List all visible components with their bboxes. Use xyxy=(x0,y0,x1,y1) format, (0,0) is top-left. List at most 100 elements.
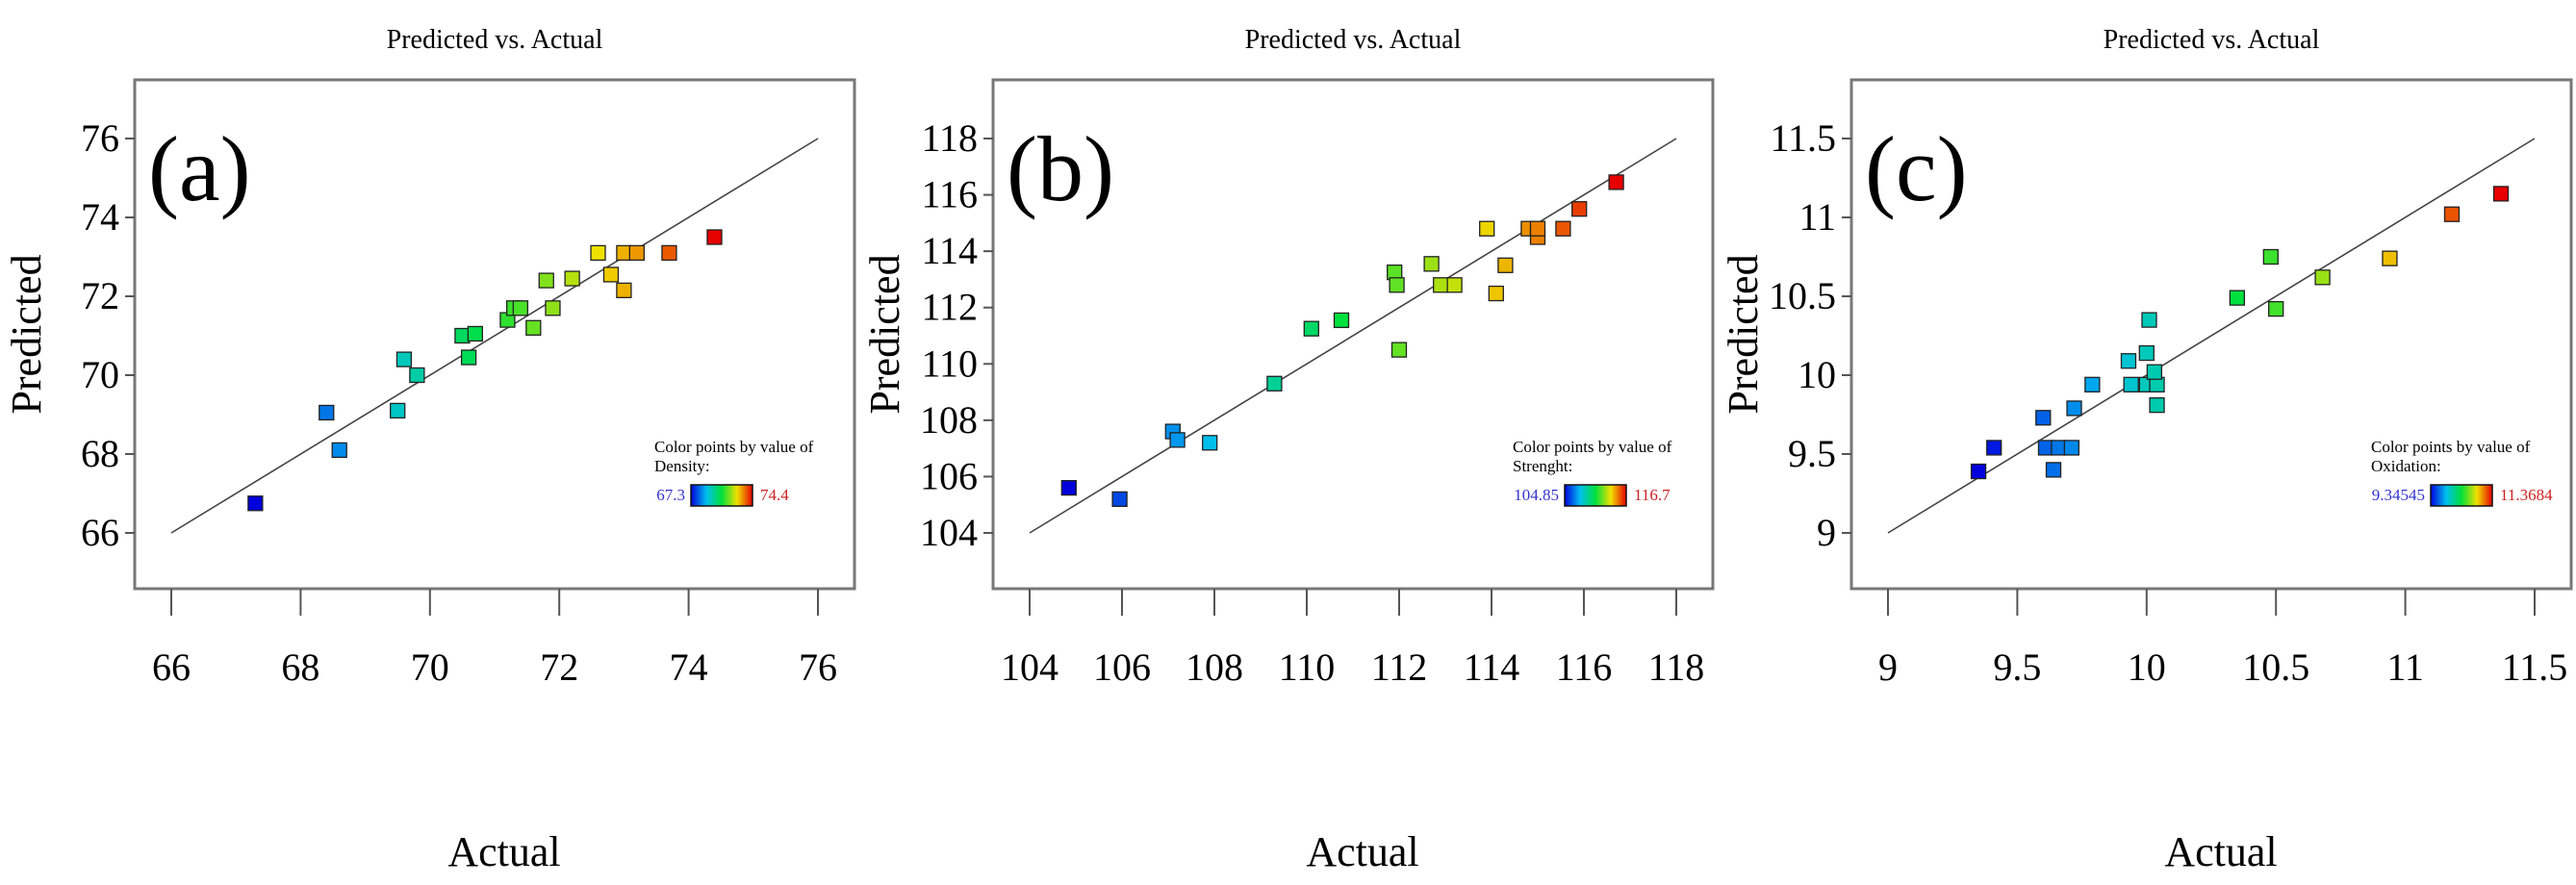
data-point xyxy=(2229,290,2246,306)
data-point xyxy=(409,367,425,384)
x-tick-label: 110 xyxy=(1279,645,1336,689)
y-axis-label: Predicted xyxy=(3,254,50,414)
data-point xyxy=(1433,277,1449,293)
x-tick-label: 9.5 xyxy=(1993,645,2041,689)
data-point xyxy=(1389,277,1405,293)
x-tick-label: 118 xyxy=(1648,645,1705,689)
y-tick-label: 11.5 xyxy=(1770,116,1836,160)
y-tick-label: 72 xyxy=(81,274,119,317)
x-tick-label: 11 xyxy=(2386,645,2424,689)
chart-title: Predicted vs. Actual xyxy=(2104,25,2320,55)
data-point xyxy=(390,402,406,419)
data-point xyxy=(2141,312,2157,328)
x-tick-label: 72 xyxy=(540,645,578,689)
data-point xyxy=(512,300,529,316)
y-tick-label: 108 xyxy=(920,398,978,442)
data-point xyxy=(331,442,347,459)
legend-variable: Strenght: xyxy=(1513,457,1572,475)
data-point xyxy=(1446,277,1463,293)
data-point xyxy=(1608,174,1624,190)
legend-min-label: 104.85 xyxy=(1514,486,1559,504)
y-tick-label: 66 xyxy=(81,511,119,554)
y-tick-label: 10.5 xyxy=(1769,274,1836,317)
y-tick-label: 110 xyxy=(921,341,978,385)
legend-variable: Density: xyxy=(654,457,710,475)
data-point xyxy=(1390,341,1408,358)
legend-colorbar xyxy=(2430,484,2493,507)
x-tick-label: 66 xyxy=(152,645,191,689)
legend-min-label: 67.3 xyxy=(656,486,685,504)
data-point xyxy=(2492,186,2510,202)
legend-min-label: 9.34545 xyxy=(2372,486,2425,504)
y-tick-label: 68 xyxy=(81,432,119,475)
legend-variable: Oxidation: xyxy=(2371,457,2441,475)
data-point xyxy=(247,495,264,512)
data-point xyxy=(564,270,580,287)
data-point xyxy=(454,327,471,344)
data-point xyxy=(460,349,477,366)
data-point xyxy=(2443,206,2461,222)
data-point xyxy=(628,244,645,262)
data-point xyxy=(1303,320,1319,337)
y-tick-label: 116 xyxy=(921,173,978,216)
x-tick-label: 114 xyxy=(1464,645,1520,689)
chart-b: Predicted vs. Actual (b) 104 106 108 110 112 11… xyxy=(861,25,1715,875)
data-point xyxy=(2051,440,2067,456)
x-tick-label: 116 xyxy=(1556,645,1613,689)
legend-caption: Color points by value of xyxy=(2371,438,2531,456)
reference-line xyxy=(1887,138,2536,534)
panel-label: (b) xyxy=(1007,117,1114,220)
data-point xyxy=(1202,435,1218,451)
y-tick-label: 10 xyxy=(1798,353,1836,396)
data-point xyxy=(2146,364,2163,380)
data-point xyxy=(1529,220,1546,237)
x-tick-label: 108 xyxy=(1186,645,1243,689)
panel-a: Predicted vs. Actual (a) 66 68 70 72 74 76 66 68 7… xyxy=(0,0,858,885)
data-point xyxy=(661,244,677,262)
panel-label: (c) xyxy=(1865,117,1968,220)
y-axis-label: Predicted xyxy=(1720,254,1767,414)
x-tick-label: 70 xyxy=(411,645,449,689)
x-tick-label: 112 xyxy=(1371,645,1428,689)
data-point xyxy=(2268,300,2284,317)
y-tick-label: 9.5 xyxy=(1788,432,1836,475)
legend-caption: Color points by value of xyxy=(654,438,814,456)
x-axis-label: Actual xyxy=(2164,828,2277,875)
data-point xyxy=(2084,376,2101,392)
chart-title: Predicted vs. Actual xyxy=(1245,25,1462,55)
plot-frame xyxy=(1849,78,2573,591)
data-point xyxy=(602,266,620,283)
x-tick-label: 104 xyxy=(1001,645,1058,689)
data-point xyxy=(1488,285,1504,302)
x-tick-label: 106 xyxy=(1093,645,1151,689)
legend-caption: Color points by value of xyxy=(1513,438,1672,456)
chart-title: Predicted vs. Actual xyxy=(387,25,603,55)
data-point xyxy=(538,272,554,289)
y-tick-label: 104 xyxy=(920,511,978,554)
data-point xyxy=(2138,344,2155,362)
x-tick-label: 10 xyxy=(2128,645,2166,689)
data-point xyxy=(1169,432,1186,448)
x-axis-label: Actual xyxy=(447,828,560,875)
reference-line xyxy=(170,138,819,534)
data-point xyxy=(1266,375,1283,392)
y-tick-label: 114 xyxy=(921,229,978,272)
data-point xyxy=(2149,397,2165,414)
y-tick-label: 11 xyxy=(1798,195,1836,239)
data-point xyxy=(2382,250,2398,266)
y-axis-label: Predicted xyxy=(861,254,908,414)
data-point xyxy=(1555,220,1571,237)
x-tick-label: 9 xyxy=(1878,645,1898,689)
legend-max-label: 11.3684 xyxy=(2500,486,2553,504)
data-point xyxy=(2045,462,2062,478)
y-tick-label: 112 xyxy=(921,286,978,329)
data-point xyxy=(616,244,632,262)
data-point xyxy=(2037,440,2054,456)
data-point xyxy=(706,229,723,245)
x-tick-label: 11.5 xyxy=(2502,645,2568,689)
data-point xyxy=(1423,256,1440,272)
chart-c: Predicted vs. Actual (c) 9 9.5 10 10.5 11 11.5 9… xyxy=(1720,25,2573,875)
y-tick-label: 118 xyxy=(921,116,978,160)
data-point xyxy=(545,300,561,316)
data-point xyxy=(2262,248,2279,266)
